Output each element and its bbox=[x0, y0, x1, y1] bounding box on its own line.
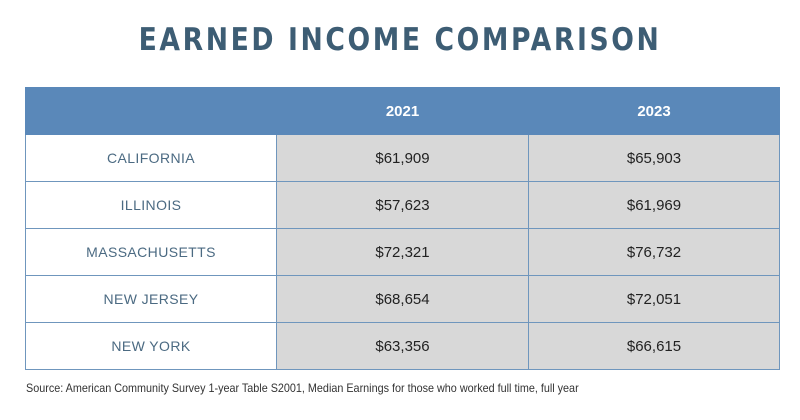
header-row: 2021 2023 bbox=[25, 87, 780, 135]
state-cell: CALIFORNIA bbox=[25, 134, 277, 182]
table-row: CALIFORNIA $61,909 $65,903 bbox=[25, 134, 780, 182]
state-cell: NEW JERSEY bbox=[25, 275, 277, 323]
table-row: ILLINOIS $57,623 $61,969 bbox=[25, 181, 780, 229]
header-cell-2021: 2021 bbox=[276, 87, 529, 135]
value-cell-2021: $68,654 bbox=[276, 275, 529, 323]
value-cell-2021: $57,623 bbox=[276, 181, 529, 229]
value-cell-2023: $61,969 bbox=[528, 181, 780, 229]
value-cell-2021: $61,909 bbox=[276, 134, 529, 182]
state-cell: ILLINOIS bbox=[25, 181, 277, 229]
income-table: 2021 2023 CALIFORNIA $61,909 $65,903 ILL… bbox=[25, 87, 780, 370]
value-cell-2021: $72,321 bbox=[276, 228, 529, 276]
table-row: NEW JERSEY $68,654 $72,051 bbox=[25, 275, 780, 323]
state-cell: NEW YORK bbox=[25, 322, 277, 370]
value-cell-2023: $72,051 bbox=[528, 275, 780, 323]
table-row: NEW YORK $63,356 $66,615 bbox=[25, 322, 780, 370]
value-cell-2023: $66,615 bbox=[528, 322, 780, 370]
header-cell-2023: 2023 bbox=[528, 87, 780, 135]
table-row: MASSACHUSETTS $72,321 $76,732 bbox=[25, 228, 780, 276]
source-note: Source: American Community Survey 1-year… bbox=[26, 381, 579, 395]
value-cell-2023: $65,903 bbox=[528, 134, 780, 182]
state-cell: MASSACHUSETTS bbox=[25, 228, 277, 276]
value-cell-2021: $63,356 bbox=[276, 322, 529, 370]
value-cell-2023: $76,732 bbox=[528, 228, 780, 276]
header-cell-state bbox=[25, 87, 277, 135]
chart-title: EARNED INCOME COMPARISON bbox=[138, 22, 662, 58]
